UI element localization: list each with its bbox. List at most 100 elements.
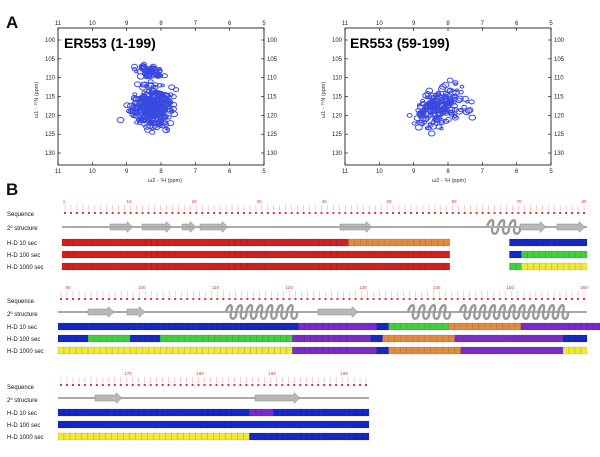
residue-letter [281, 384, 284, 386]
hdx-cell-red [85, 238, 93, 247]
hdx-cell-red [312, 262, 319, 271]
residue-letter [233, 384, 236, 386]
hdx-cell-yellow [286, 346, 293, 355]
hdx-cell-yellow [262, 346, 269, 355]
nmr-peak [145, 73, 153, 79]
row-label-structure: 2º structure [7, 311, 38, 318]
residue-letter [318, 298, 321, 300]
hdx-cell-purple [364, 334, 371, 343]
residue-letter [221, 384, 224, 386]
hdx-cell-red [121, 262, 128, 271]
hdx-cell-orange [431, 238, 439, 247]
beta-strand-arrow [519, 220, 547, 234]
hdx-cell-blue [129, 334, 137, 343]
residue-letter [264, 298, 267, 300]
hdx-cell-blue [574, 238, 582, 247]
row-label-sequence: Sequence [7, 299, 35, 305]
row-label-structure: 2º structure [7, 397, 38, 404]
hdx-cell-blue [147, 408, 154, 417]
residue-letter [469, 212, 472, 214]
residue-letter [108, 298, 111, 300]
residue-letter [547, 212, 550, 214]
hdx-cell-blue [159, 420, 166, 429]
nmr-peak [442, 118, 450, 124]
hdx-cell-orange [418, 346, 425, 355]
residue-letter [404, 212, 407, 214]
residue-letter [269, 384, 272, 386]
hdx-cell-blue [81, 420, 89, 429]
residue-letter [296, 212, 299, 214]
residue-letter [317, 384, 320, 386]
residue-letter [336, 298, 339, 300]
residue-letter [522, 298, 525, 300]
nmr-peak [152, 102, 160, 109]
hdx-cell-blue [362, 420, 370, 429]
alpha-helix [224, 304, 299, 320]
residue-letter [260, 212, 263, 214]
hdx-cell-orange [448, 322, 455, 331]
hdx-cell-blue [99, 322, 107, 331]
y-tick-label: 100 [332, 38, 343, 44]
hdx-cell-purple [460, 346, 467, 355]
residue-letter [105, 212, 108, 214]
nmr-peak [168, 84, 176, 90]
hdx-cell-blue [255, 432, 262, 441]
residue-letter [236, 212, 239, 214]
hdx-cell-red [360, 262, 367, 271]
y-tick-label: 130 [267, 151, 278, 157]
hdx-cell-red [109, 262, 116, 271]
hdx-cell-purple [310, 346, 317, 355]
hdx-cell-purple [267, 408, 274, 417]
hdx-cell-purple [556, 322, 564, 331]
y-tick-label: 120 [45, 113, 56, 119]
residue-letter [326, 212, 329, 214]
hdx-cell-orange [407, 238, 415, 247]
y-tick-label: 115 [554, 95, 564, 101]
hdx-cell-blue [129, 322, 137, 331]
hdx-cell-green [545, 250, 552, 259]
residue-letter [78, 298, 81, 300]
hdx-cell-yellow [226, 346, 233, 355]
hdx-cell-yellow [201, 432, 208, 441]
hdx-cell-green [202, 334, 209, 343]
residue-letter [239, 384, 242, 386]
x-tick-label: 10 [376, 169, 383, 175]
hdx-cell-red [139, 262, 146, 271]
hdx-cell-red [378, 262, 385, 271]
hdx-cell-blue [338, 420, 346, 429]
hdx-cell-blue [69, 408, 77, 417]
hdx-cell-purple [556, 334, 564, 343]
hdx-cell-green [539, 250, 546, 259]
residue-letter [75, 212, 78, 214]
hdx-cell-blue [201, 408, 208, 417]
nmr-peak [137, 116, 143, 122]
hdx-cell-blue [267, 432, 274, 441]
hdx-cell-red [79, 250, 87, 259]
hdx-cell-purple [514, 334, 522, 343]
hdx-cell-red [366, 262, 373, 271]
hdx-cell-purple [478, 346, 485, 355]
residue-letter [177, 212, 180, 214]
hdx-cell-red [384, 262, 391, 271]
nmr-peak [147, 117, 156, 124]
hdx-cell-blue [202, 322, 209, 331]
nmr-peak [464, 107, 473, 114]
residue-letter [183, 212, 186, 214]
hdx-cell-purple [292, 346, 299, 355]
hdx-cell-yellow [172, 346, 179, 355]
nmr-peak [166, 120, 175, 127]
hdx-cell-red [222, 262, 230, 271]
hdx-cell-orange [384, 238, 391, 247]
hdx-cell-red [97, 250, 104, 259]
nmr-peak [147, 79, 154, 84]
hdx-cell-yellow [165, 432, 172, 441]
hdx-cell-red [133, 262, 140, 271]
hdx-cell-green [557, 250, 564, 259]
hdx-cell-green [574, 250, 582, 259]
hdx-cell-purple [340, 322, 347, 331]
x-tick-label: 8 [159, 169, 163, 175]
hdx-cell-blue [291, 420, 298, 429]
hdx-cell-red [145, 250, 152, 259]
residue-letter [263, 384, 266, 386]
hdx-cell-green [436, 322, 443, 331]
